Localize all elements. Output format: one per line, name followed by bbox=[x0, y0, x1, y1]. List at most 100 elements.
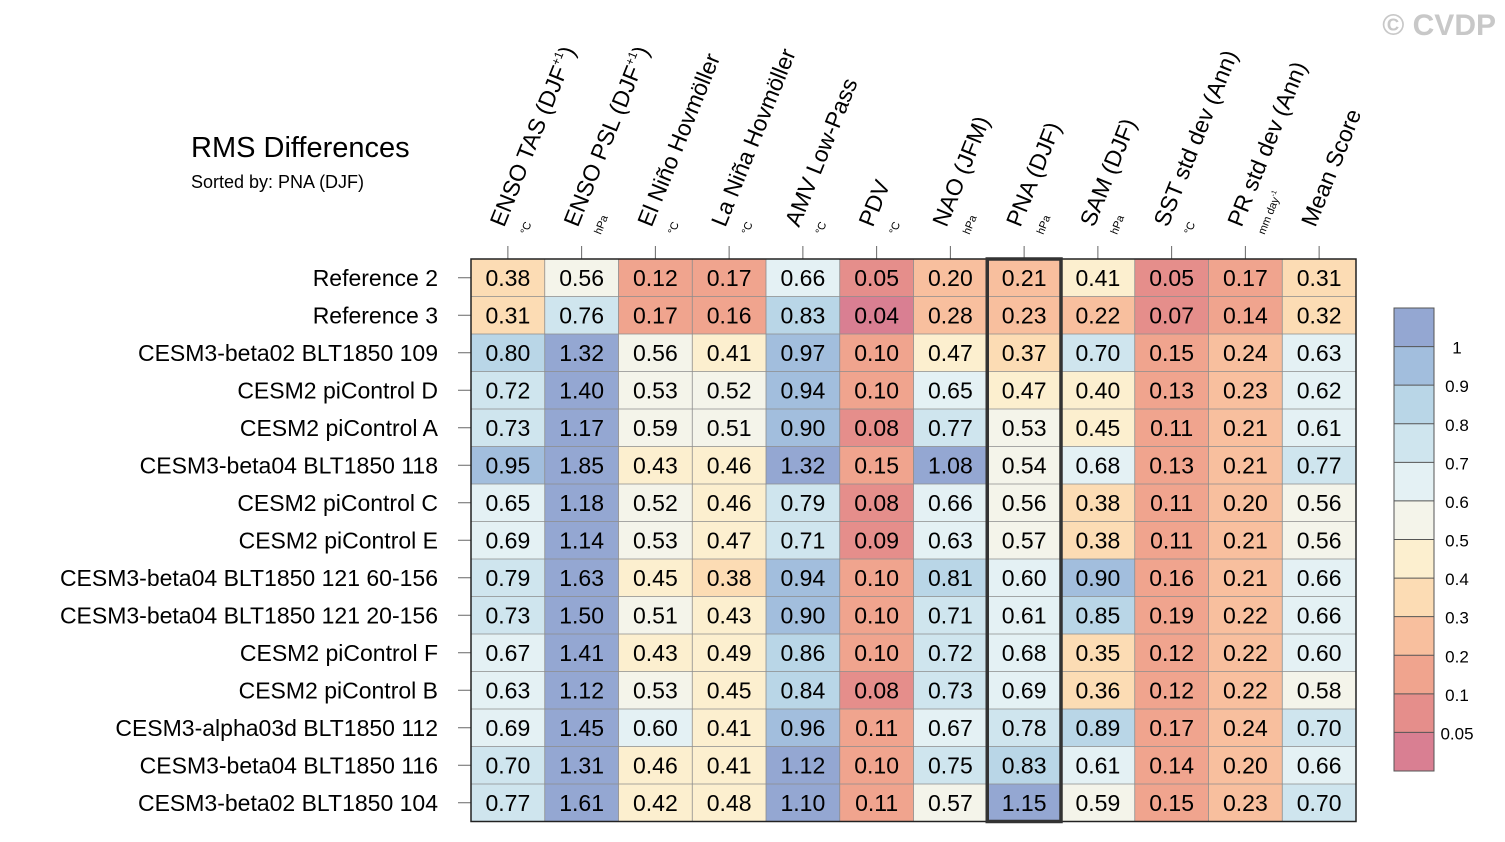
column-unit: °C bbox=[1182, 220, 1198, 236]
heatmap-cell bbox=[987, 371, 1061, 409]
heatmap-cell bbox=[1282, 709, 1356, 747]
heatmap-cell bbox=[1134, 334, 1209, 372]
cell-value: 0.42 bbox=[633, 790, 678, 816]
colorbar-box bbox=[1394, 346, 1434, 386]
heatmap-cell bbox=[544, 484, 619, 522]
heatmap-cell bbox=[1061, 259, 1135, 297]
heatmap-cell bbox=[1134, 596, 1209, 634]
cell-value: 0.56 bbox=[1297, 527, 1342, 553]
cell-value: 0.13 bbox=[1149, 452, 1194, 478]
cell-value: 0.41 bbox=[707, 340, 752, 366]
cell-value: 0.59 bbox=[1075, 790, 1120, 816]
cell-value: 0.22 bbox=[1223, 602, 1268, 628]
heatmap-cell bbox=[692, 259, 766, 297]
heatmap-cell bbox=[471, 559, 545, 597]
heatmap-cell bbox=[913, 559, 988, 597]
heatmap-cell bbox=[913, 446, 988, 484]
heatmap-cell bbox=[544, 634, 619, 672]
cell-value: 0.80 bbox=[485, 340, 530, 366]
cell-value: 0.21 bbox=[1223, 527, 1268, 553]
heatmap-cell bbox=[913, 521, 988, 559]
heatmap-cell bbox=[1282, 784, 1356, 822]
cell-value: 0.17 bbox=[1149, 715, 1194, 741]
heatmap-cell bbox=[692, 559, 766, 597]
heatmap-cell bbox=[839, 446, 914, 484]
cell-value: 1.61 bbox=[559, 790, 604, 816]
colorbar-box bbox=[1394, 616, 1434, 656]
colorbar-box bbox=[1394, 539, 1434, 579]
heatmap-cell bbox=[913, 334, 988, 372]
colorbar-label: 1 bbox=[1452, 339, 1461, 358]
cell-value: 0.66 bbox=[1297, 602, 1342, 628]
heatmap-cell bbox=[839, 521, 914, 559]
cell-value: 0.21 bbox=[1002, 265, 1047, 291]
heatmap-cell bbox=[1208, 484, 1283, 522]
heatmap-cell bbox=[766, 709, 840, 747]
column-unit: °C bbox=[519, 220, 535, 236]
cell-value: 0.51 bbox=[633, 602, 678, 628]
heatmap-cell bbox=[692, 634, 766, 672]
cell-value: 0.66 bbox=[1297, 565, 1342, 591]
heatmap-cell bbox=[913, 671, 988, 709]
cell-value: 1.31 bbox=[559, 752, 604, 778]
cell-value: 0.20 bbox=[928, 265, 973, 291]
heatmap-cell bbox=[766, 446, 840, 484]
heatmap-cell bbox=[766, 334, 840, 372]
heatmap-cell bbox=[839, 596, 914, 634]
heatmap-cell bbox=[1134, 634, 1209, 672]
heatmap-cell bbox=[839, 746, 914, 784]
column-label: NAO (JFM) bbox=[927, 112, 995, 230]
heatmap-cell bbox=[1208, 671, 1283, 709]
cell-value: 0.16 bbox=[1149, 565, 1194, 591]
cell-value: 0.11 bbox=[1150, 490, 1193, 516]
heatmap-cell bbox=[544, 671, 619, 709]
heatmap-cell bbox=[471, 409, 545, 447]
cell-value: 0.17 bbox=[707, 265, 752, 291]
heatmap-cell bbox=[913, 709, 988, 747]
heatmap-cell bbox=[1061, 746, 1135, 784]
heatmap-cell bbox=[471, 371, 545, 409]
cell-value: 0.71 bbox=[780, 527, 825, 553]
heatmap-cell bbox=[987, 521, 1061, 559]
colorbar-box bbox=[1394, 655, 1434, 694]
cell-value: 1.50 bbox=[559, 602, 604, 628]
chart-subtitle: Sorted by: PNA (DJF) bbox=[191, 172, 364, 192]
cell-value: 0.11 bbox=[855, 715, 898, 741]
cell-value: 0.08 bbox=[854, 677, 899, 703]
cell-value: 0.53 bbox=[1002, 415, 1047, 441]
row-label-cesm2-picontrol-e: CESM2 piControl E bbox=[239, 527, 438, 553]
cell-value: 0.52 bbox=[707, 377, 752, 403]
cell-value: 0.36 bbox=[1075, 677, 1120, 703]
heatmap-cell bbox=[1061, 484, 1135, 522]
colorbar-label: 0.9 bbox=[1445, 377, 1469, 396]
cell-value: 0.96 bbox=[780, 715, 825, 741]
column-header-mean-score: Mean Score bbox=[1296, 105, 1367, 230]
heatmap-cell bbox=[1282, 484, 1356, 522]
heatmap-cell bbox=[913, 634, 988, 672]
column-label: AMV Low-Pass bbox=[780, 74, 863, 230]
heatmap-cell bbox=[1282, 746, 1356, 784]
cell-value: 0.63 bbox=[928, 527, 973, 553]
heatmap-cell bbox=[839, 371, 914, 409]
heatmap-cell bbox=[766, 259, 840, 297]
cell-value: 1.08 bbox=[928, 452, 973, 478]
cell-value: 0.22 bbox=[1223, 677, 1268, 703]
heatmap-cell bbox=[544, 259, 619, 297]
cell-value: 0.77 bbox=[928, 415, 973, 441]
column-label: PNA (DJF) bbox=[1001, 118, 1066, 230]
cell-value: 0.43 bbox=[707, 602, 752, 628]
heatmap-cell bbox=[913, 484, 988, 522]
heatmap-cell bbox=[1208, 371, 1283, 409]
heatmap-cell bbox=[471, 259, 545, 297]
cell-value: 0.19 bbox=[1149, 602, 1194, 628]
heatmap-cell bbox=[1282, 559, 1356, 597]
heatmap-cell bbox=[618, 746, 693, 784]
heatmap-cell bbox=[1061, 521, 1135, 559]
heatmap-cell bbox=[618, 334, 693, 372]
cell-value: 0.14 bbox=[1223, 302, 1268, 328]
cell-value: 0.28 bbox=[928, 302, 973, 328]
cell-value: 1.18 bbox=[559, 490, 604, 516]
cell-value: 1.15 bbox=[1002, 790, 1047, 816]
cell-value: 0.61 bbox=[1297, 415, 1342, 441]
